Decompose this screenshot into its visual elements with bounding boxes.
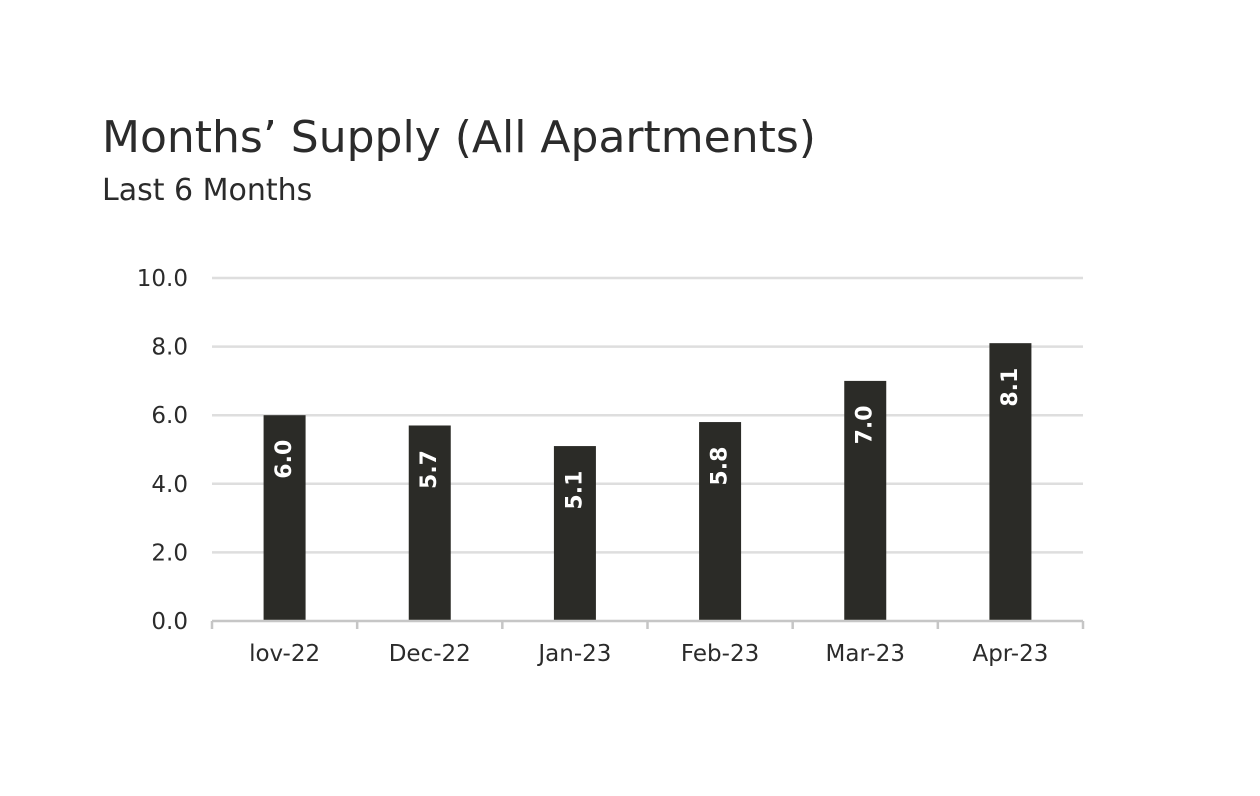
bar-data-label: 6.0 [272,440,297,479]
x-axis-tick-labels: lov-22 Dec-22 Jan-23 Feb-23 Mar-23 Apr-23 [249,641,1048,667]
y-tick-label: 0.0 [151,609,188,635]
y-axis-tick-labels: 0.0 2.0 4.0 6.0 8.0 10.0 [137,266,188,635]
x-tick-label: Jan-23 [536,641,611,667]
y-tick-label: 4.0 [151,472,188,498]
bar [408,425,451,621]
bar-data-label: 5.1 [562,471,587,510]
bar-data-labels: 6.0 5.7 5.1 5.8 7.0 8.1 [272,368,1023,510]
bar [699,422,742,621]
chart-title: Months’ Supply (All Apartments) [102,112,816,163]
x-tick-label: Feb-23 [681,641,759,667]
bar-data-label: 8.1 [998,368,1023,407]
bar-data-label: 5.8 [708,447,733,486]
bar [844,380,887,621]
y-tick-label: 10.0 [137,266,188,292]
y-tick-label: 6.0 [151,403,188,429]
x-tick-label: Dec-22 [389,641,471,667]
bar [263,415,306,621]
x-tick-label: Mar-23 [826,641,906,667]
bar [553,446,596,621]
bars [263,343,1032,621]
chart-subtitle: Last 6 Months [102,173,313,208]
x-axis [210,619,1085,629]
y-tick-label: 2.0 [151,540,188,566]
x-tick-label: Apr-23 [972,641,1048,667]
gridlines [212,276,1083,554]
bar-data-label: 7.0 [853,405,878,444]
bar [989,343,1032,621]
x-tick-label: lov-22 [249,641,320,667]
y-tick-label: 8.0 [151,335,188,361]
bar-data-label: 5.7 [417,450,442,489]
